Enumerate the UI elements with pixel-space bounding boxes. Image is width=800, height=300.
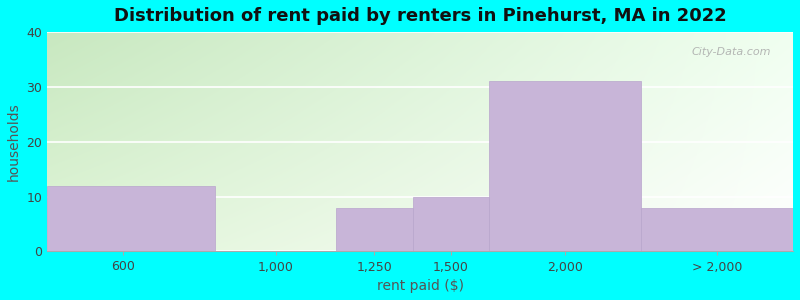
Y-axis label: households: households [7,102,21,181]
Bar [489,81,641,251]
Title: Distribution of rent paid by renters in Pinehurst, MA in 2022: Distribution of rent paid by renters in … [114,7,726,25]
Bar [337,208,413,251]
Bar [641,208,793,251]
Text: City-Data.com: City-Data.com [691,47,770,57]
Bar [413,196,489,251]
Bar [47,186,214,251]
X-axis label: rent paid ($): rent paid ($) [377,279,464,293]
